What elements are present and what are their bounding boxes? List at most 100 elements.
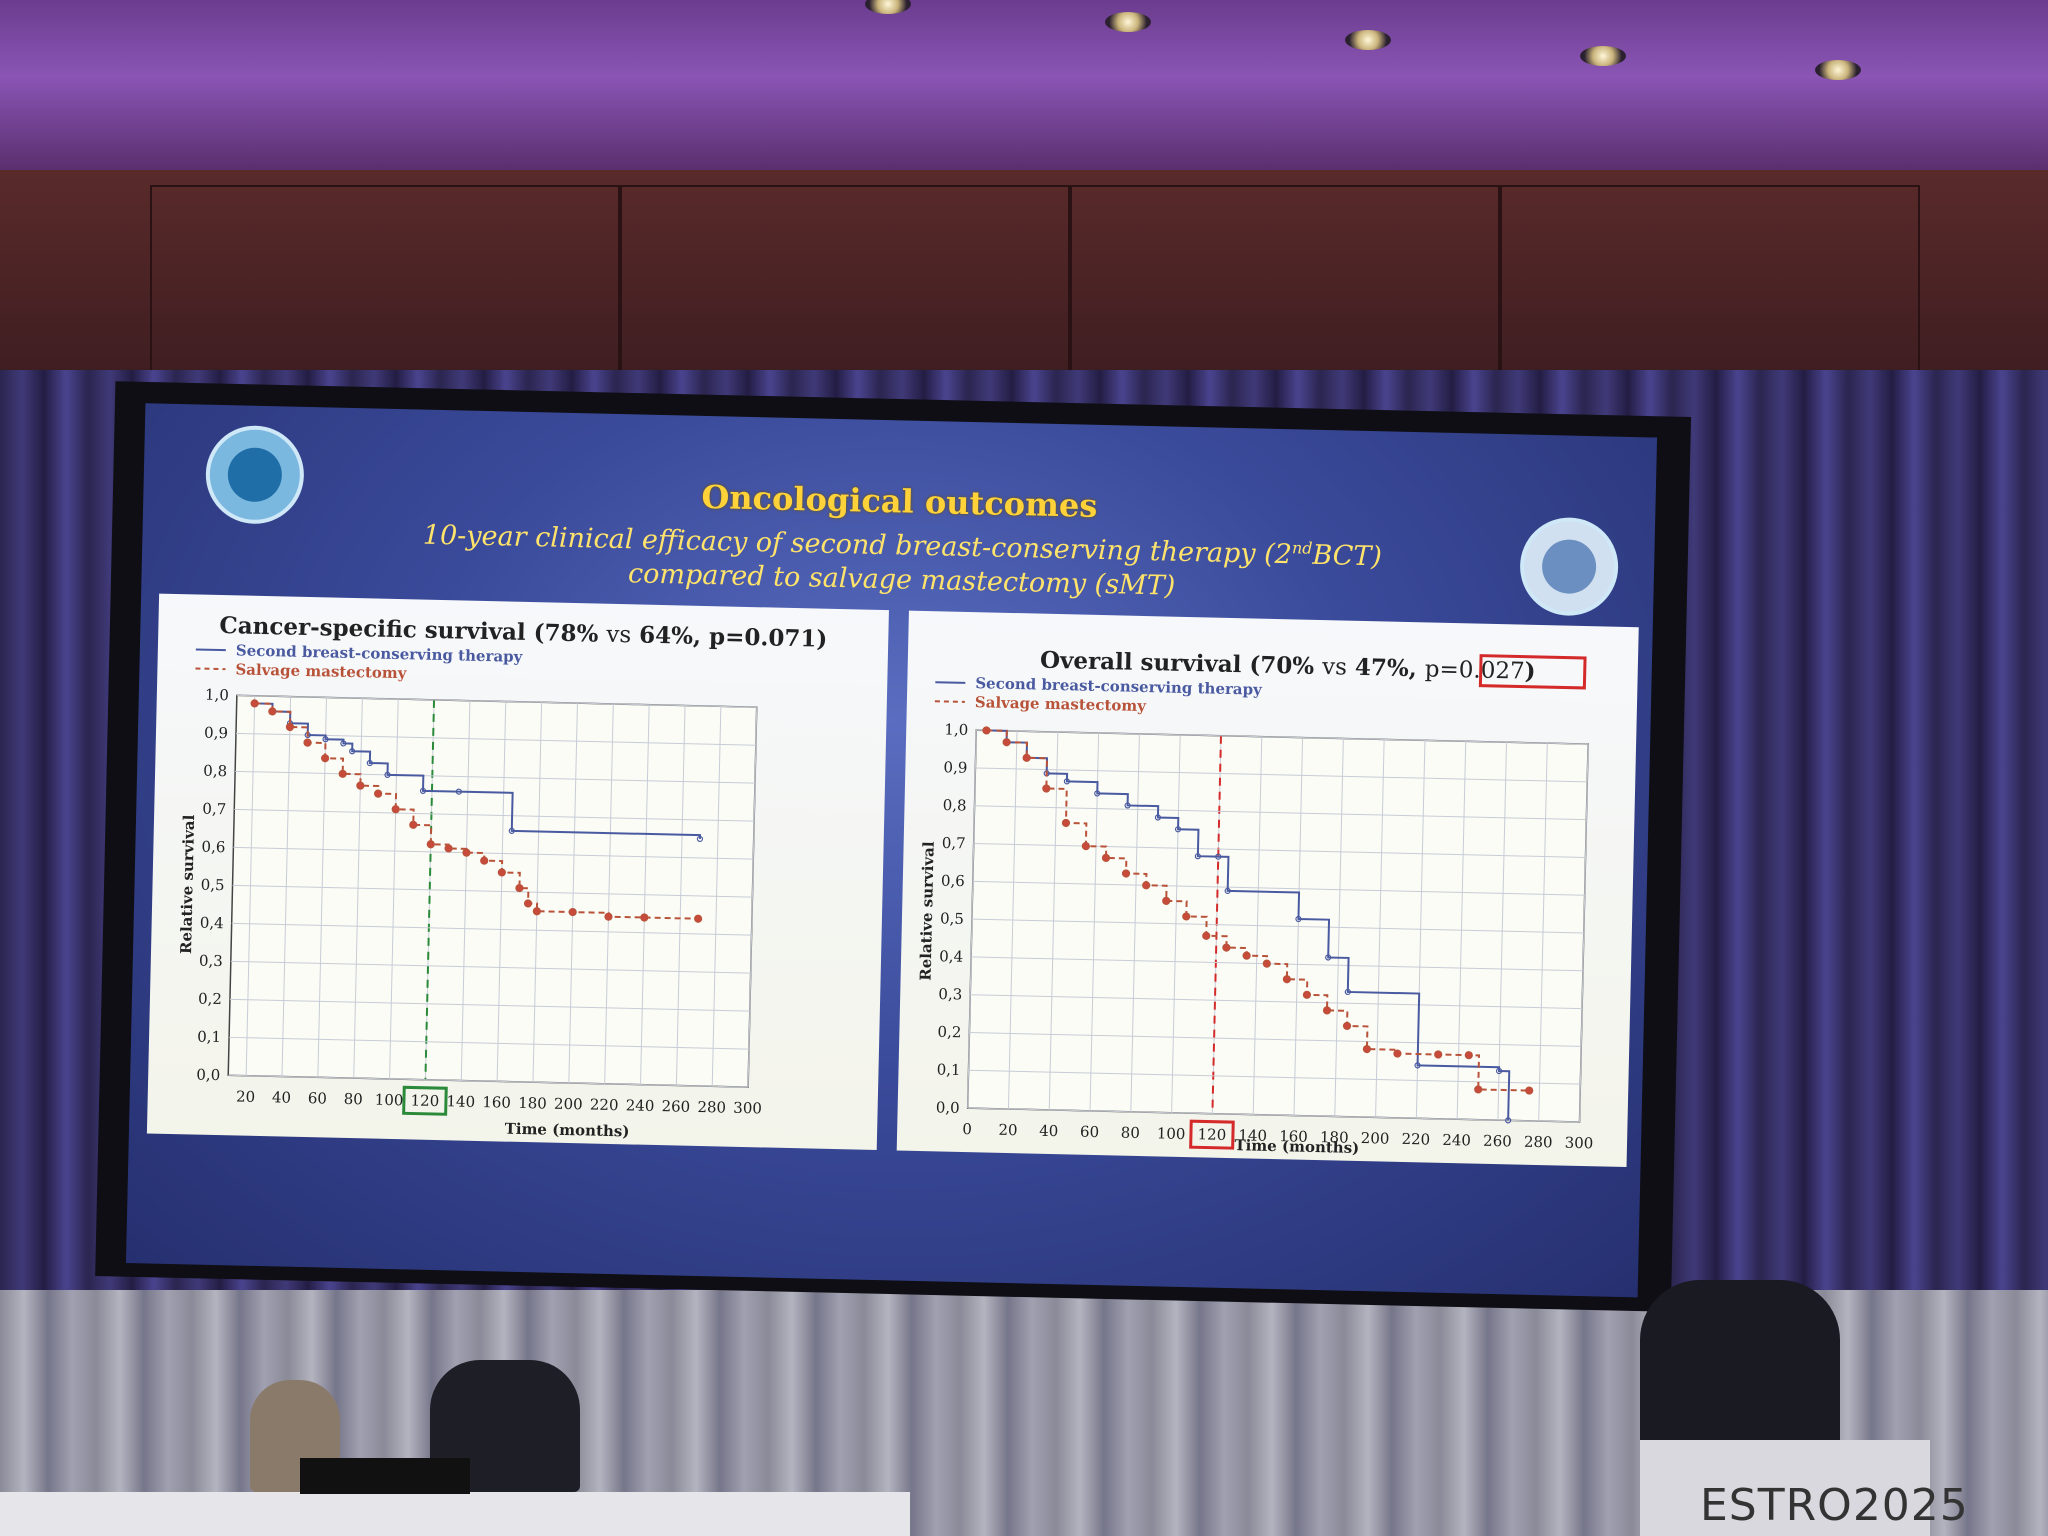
bct-censor-mark xyxy=(1325,954,1332,961)
smt-censor-mark xyxy=(285,722,295,732)
x-tick-label: 20 xyxy=(998,1121,1017,1139)
y-tick-label: 0,6 xyxy=(201,838,225,857)
bct-censor-mark xyxy=(1295,915,1302,923)
bct-censor-mark xyxy=(1505,1117,1512,1124)
x-tick-label: 200 xyxy=(554,1095,583,1114)
y-gridline xyxy=(971,918,1584,934)
smt-censor-mark xyxy=(1434,1050,1443,1059)
x-tick-label: 240 xyxy=(626,1096,655,1115)
ceiling-light xyxy=(1105,12,1151,32)
bct-censor-mark xyxy=(1063,778,1071,785)
smt-censor-mark xyxy=(1002,738,1011,747)
x-tick-label: 0 xyxy=(962,1120,972,1138)
cancer-specific-survival-panel: Cancer-specific survival (78% vs 64%, p=… xyxy=(146,593,889,1151)
smt-censor-mark xyxy=(1081,842,1090,851)
podium-logo: ESTRO2025 xyxy=(1700,1480,1969,1531)
smt-censor-mark xyxy=(1121,869,1131,878)
y-gridline xyxy=(236,694,757,708)
bct-censor-mark xyxy=(455,788,462,795)
podium-brand: ESTRO xyxy=(1700,1480,1853,1531)
smt-censor-mark xyxy=(515,883,524,893)
smt-censor-mark xyxy=(409,820,418,829)
x-tick-label: 220 xyxy=(590,1096,619,1115)
subtitle-line1-end: BCT) xyxy=(1312,539,1383,573)
x-tick-label: 240 xyxy=(1442,1131,1471,1150)
subtitle-superscript: nd xyxy=(1291,538,1313,558)
y-tick-label: 0,1 xyxy=(197,1028,221,1047)
bct-censor-mark xyxy=(349,748,356,755)
smt-censor-mark xyxy=(391,805,400,814)
y-gridline xyxy=(234,808,755,822)
smt-censor-mark xyxy=(480,856,489,865)
smt-censor-mark xyxy=(1042,784,1051,793)
smt-censor-mark xyxy=(694,914,703,923)
ceiling-light xyxy=(1345,30,1391,50)
y-gridline xyxy=(232,884,753,898)
x-tick-label: 20 xyxy=(236,1087,255,1105)
bct-censor-mark xyxy=(508,827,515,834)
bct-censor-mark xyxy=(1495,1067,1503,1075)
y-tick-label: 0,4 xyxy=(200,914,224,933)
speaker xyxy=(1640,1280,1840,1450)
wall-panel xyxy=(1500,185,1920,385)
legend-smt-label: Salvage mastectomy xyxy=(975,693,1148,715)
x-tick-label: 100 xyxy=(1157,1124,1186,1143)
presentation-slide: Oncological outcomes 10-year clinical ef… xyxy=(125,403,1658,1298)
x-tick-label: 80 xyxy=(1121,1124,1140,1142)
y-tick-label: 0,3 xyxy=(199,952,223,971)
x-tick-label: 80 xyxy=(343,1090,362,1108)
podium-year: 2025 xyxy=(1852,1480,1969,1531)
smt-censor-mark xyxy=(1322,1006,1332,1015)
smt-censor-mark xyxy=(444,844,453,853)
y-tick-label: 1,0 xyxy=(944,720,968,739)
y-gridline xyxy=(228,1074,749,1088)
y-tick-label: 0,8 xyxy=(203,762,227,781)
wall-panel xyxy=(150,185,620,385)
y-gridline xyxy=(973,843,1586,858)
y-gridline xyxy=(235,770,756,784)
panel-desk xyxy=(0,1492,910,1536)
smt-censor-mark xyxy=(321,754,330,763)
x-tick-label: 180 xyxy=(1320,1128,1349,1147)
x-tick-label: 40 xyxy=(1039,1122,1058,1140)
smt-censor-mark xyxy=(1474,1085,1483,1094)
x-axis-label: Time (months) xyxy=(1234,1136,1359,1157)
x-tick-label: 200 xyxy=(1361,1129,1390,1148)
smt-censor-mark xyxy=(568,907,577,917)
ceiling xyxy=(0,0,2048,170)
overall-survival-panel: Overall survival (70% vs 47%, p=0.027) S… xyxy=(896,610,1639,1168)
legend-bct-swatch xyxy=(935,681,966,684)
smt-censor-mark xyxy=(604,912,613,921)
smt-censor-mark xyxy=(268,707,277,716)
y-gridline xyxy=(229,998,750,1012)
smt-censor-mark xyxy=(982,726,991,735)
x-tick-label: 300 xyxy=(1565,1134,1594,1153)
smt-censor-mark xyxy=(523,899,533,908)
smt-censor-mark xyxy=(1101,853,1111,863)
ceiling-light xyxy=(1815,60,1861,80)
y-tick-label: 1,0 xyxy=(205,686,229,705)
smt-censor-mark xyxy=(1342,1021,1352,1031)
y-tick-label: 0,7 xyxy=(942,834,966,853)
smt-censor-mark xyxy=(1222,943,1231,952)
smt-censor-mark xyxy=(1362,1044,1372,1054)
x-tick-label: 100 xyxy=(375,1091,404,1110)
smt-censor-mark xyxy=(532,907,541,916)
smt-censor-mark xyxy=(1202,931,1211,940)
x-tick-label: 140 xyxy=(446,1092,475,1111)
y-tick-label: 0,3 xyxy=(938,985,962,1004)
bct-censor-mark xyxy=(1344,988,1351,996)
smt-censor-mark xyxy=(1142,881,1151,890)
smt-censor-mark xyxy=(1162,896,1171,905)
smt-censor-mark xyxy=(1262,959,1271,968)
smt-censor-mark xyxy=(640,913,649,922)
y-tick-label: 0,0 xyxy=(196,1066,220,1085)
legend-smt-label: Salvage mastectomy xyxy=(235,660,408,682)
podium xyxy=(1640,1440,1930,1536)
y-gridline xyxy=(975,767,1588,783)
smt-censor-mark xyxy=(1022,753,1031,762)
chart-title: Overall survival (70% vs 47%, p=0.027) xyxy=(1040,647,1536,685)
x-tick-label: 260 xyxy=(661,1097,690,1116)
bct-censor-mark xyxy=(1154,814,1162,821)
smt-censor-mark xyxy=(1393,1049,1402,1058)
